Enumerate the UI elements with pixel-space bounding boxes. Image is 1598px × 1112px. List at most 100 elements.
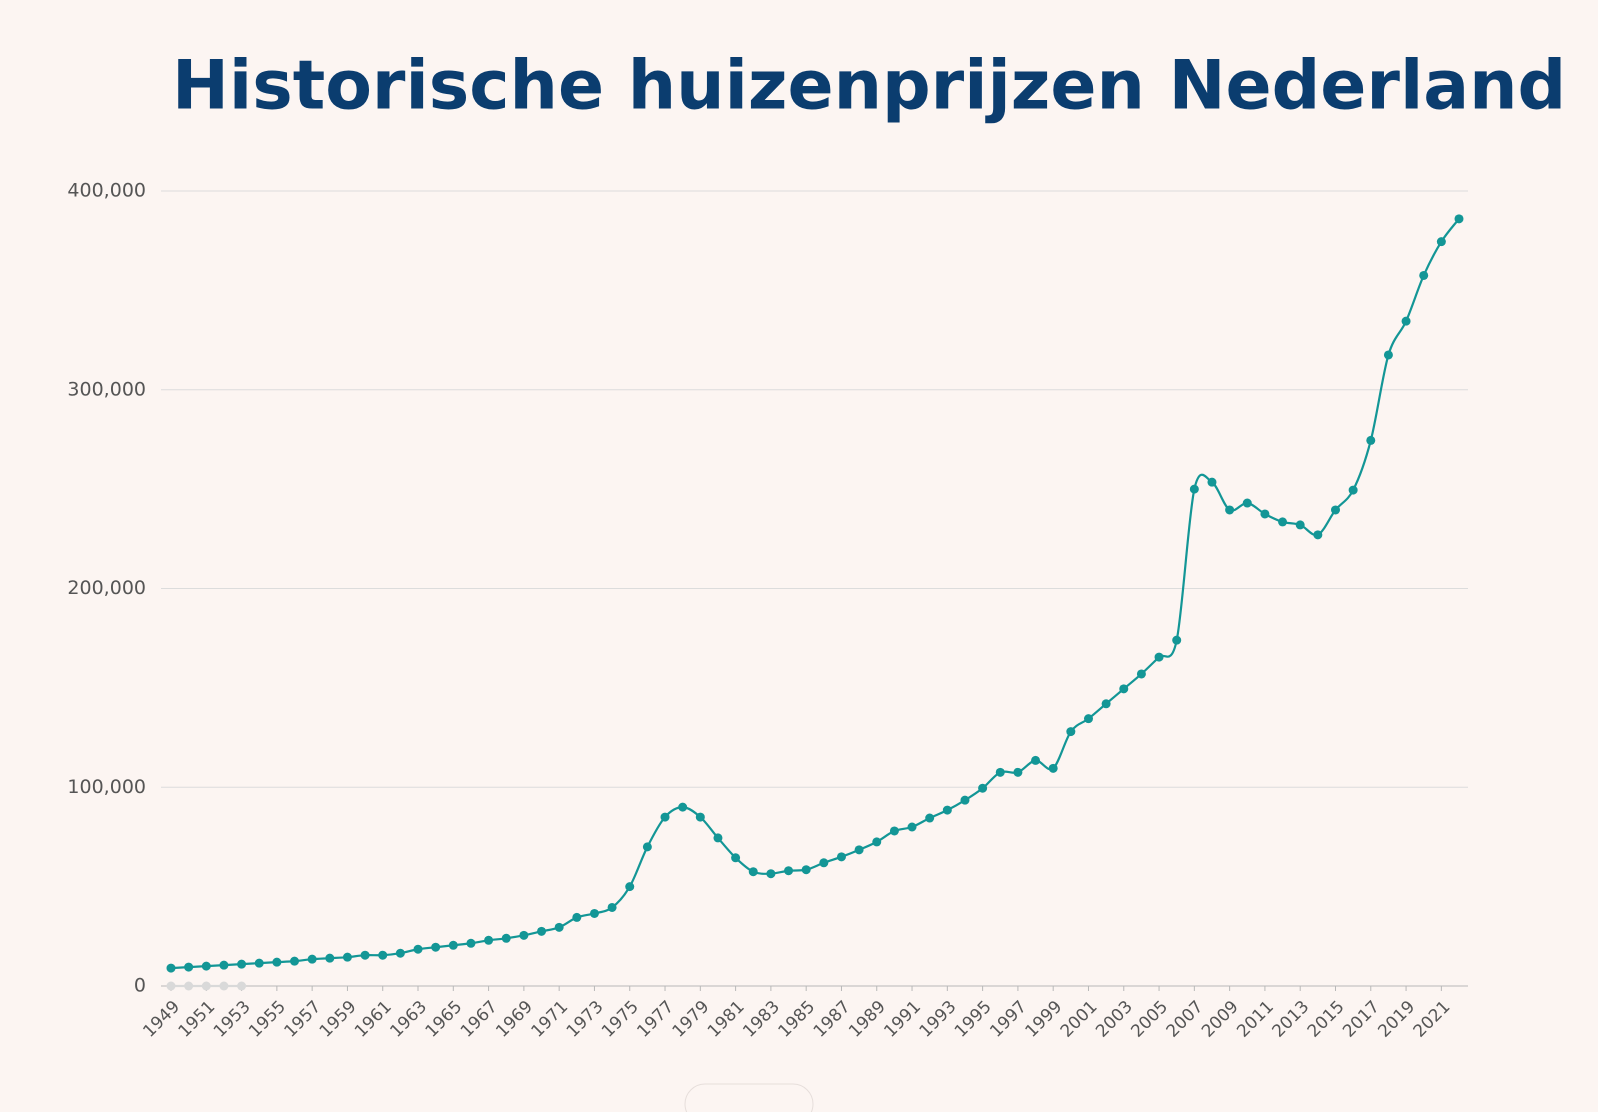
point (1330, 505, 1340, 515)
x-tick-label: 1991 (880, 997, 925, 1042)
point (501, 933, 511, 943)
x-tick-label: 2015 (1304, 997, 1349, 1042)
x-tick-label: 1969 (492, 997, 537, 1042)
x-tick-label: 2007 (1163, 997, 1208, 1042)
point (484, 935, 494, 945)
x-tick-label: 1953 (210, 997, 255, 1042)
x-tick-label: 1955 (245, 997, 290, 1042)
point (1031, 755, 1041, 765)
point (625, 882, 635, 892)
y-tick-label: 400,000 (67, 180, 146, 202)
x-tick-label: 1971 (527, 997, 572, 1042)
point (1119, 684, 1129, 694)
point (1366, 435, 1376, 445)
point (889, 826, 899, 836)
x-tick-label: 2021 (1410, 997, 1455, 1042)
point (184, 962, 194, 972)
point (642, 842, 652, 852)
point (342, 952, 352, 962)
point (448, 940, 458, 950)
x-tick-label: 2003 (1092, 997, 1137, 1042)
point (272, 957, 282, 967)
x-tick-label: 1973 (563, 997, 608, 1042)
point (307, 954, 317, 964)
point (1225, 505, 1235, 515)
x-tick-label: 1985 (775, 997, 820, 1042)
point (237, 981, 247, 991)
point (166, 981, 176, 991)
point (748, 867, 758, 877)
point (219, 960, 229, 970)
point (678, 802, 688, 812)
x-tick-label: 1999 (1022, 997, 1067, 1042)
x-tick-label: 1979 (669, 997, 714, 1042)
point (360, 950, 370, 960)
point (1207, 477, 1217, 487)
x-tick-label: 1975 (598, 997, 643, 1042)
point (166, 963, 176, 973)
x-tick-label: 1993 (916, 997, 961, 1042)
button[interactable] (684, 1083, 814, 1112)
point (395, 948, 405, 958)
point (1278, 517, 1288, 527)
point (695, 812, 705, 822)
point (378, 950, 388, 960)
point (237, 959, 247, 969)
point (819, 858, 829, 868)
point (1401, 316, 1411, 326)
point (1454, 214, 1464, 224)
point (1295, 520, 1305, 530)
point (1189, 484, 1199, 494)
point (854, 845, 864, 855)
point (1436, 237, 1446, 247)
x-tick-label: 1959 (316, 997, 361, 1042)
point (942, 805, 952, 815)
point (872, 837, 882, 847)
x-tick-label: 2009 (1198, 997, 1243, 1042)
point (1313, 530, 1323, 540)
point (713, 833, 723, 843)
x-tick-label: 1995 (951, 997, 996, 1042)
x-tick-label: 1997 (986, 997, 1031, 1042)
point (201, 961, 211, 971)
x-tick-label: 2005 (1127, 997, 1172, 1042)
point (589, 908, 599, 918)
point (766, 869, 776, 879)
y-tick-label: 300,000 (67, 378, 146, 400)
point (325, 953, 335, 963)
point (1260, 509, 1270, 519)
point (466, 938, 476, 948)
point (1172, 635, 1182, 645)
point (1101, 699, 1111, 709)
point (1013, 767, 1023, 777)
point (554, 922, 564, 932)
x-tick-label: 1967 (457, 997, 502, 1042)
x-tick-label: 2013 (1269, 997, 1314, 1042)
point (1136, 669, 1146, 679)
point (995, 767, 1005, 777)
line (170, 218, 1460, 970)
point (537, 926, 547, 936)
point (413, 944, 423, 954)
x-tick-label: 2019 (1374, 997, 1419, 1042)
point (1154, 652, 1164, 662)
x-tick-label: 1951 (175, 997, 220, 1042)
point (519, 930, 529, 940)
y-tick-label: 200,000 (67, 577, 146, 599)
point (1083, 714, 1093, 724)
x-tick-label: 2011 (1233, 997, 1278, 1042)
point (290, 956, 300, 966)
point (660, 812, 670, 822)
x-tick-label: 1963 (386, 997, 431, 1042)
x-tick-label: 1965 (422, 997, 467, 1042)
point (978, 783, 988, 793)
point (431, 942, 441, 952)
point (254, 958, 264, 968)
point (960, 795, 970, 805)
point (1419, 270, 1429, 280)
point (1048, 763, 1058, 773)
x-tick-label: 1987 (810, 997, 855, 1042)
x-tick-label: 1981 (704, 997, 749, 1042)
point (184, 981, 194, 991)
